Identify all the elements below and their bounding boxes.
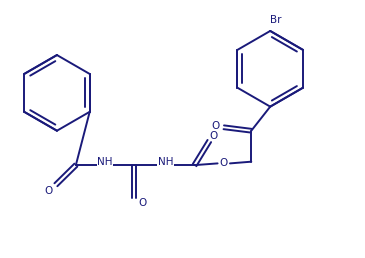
Text: O: O <box>220 158 228 168</box>
Text: NH: NH <box>97 157 113 167</box>
Text: O: O <box>210 131 218 141</box>
Text: O: O <box>211 120 219 131</box>
Text: O: O <box>44 186 53 196</box>
Text: O: O <box>139 198 147 208</box>
Text: Br: Br <box>270 15 281 25</box>
Text: NH: NH <box>158 157 173 167</box>
